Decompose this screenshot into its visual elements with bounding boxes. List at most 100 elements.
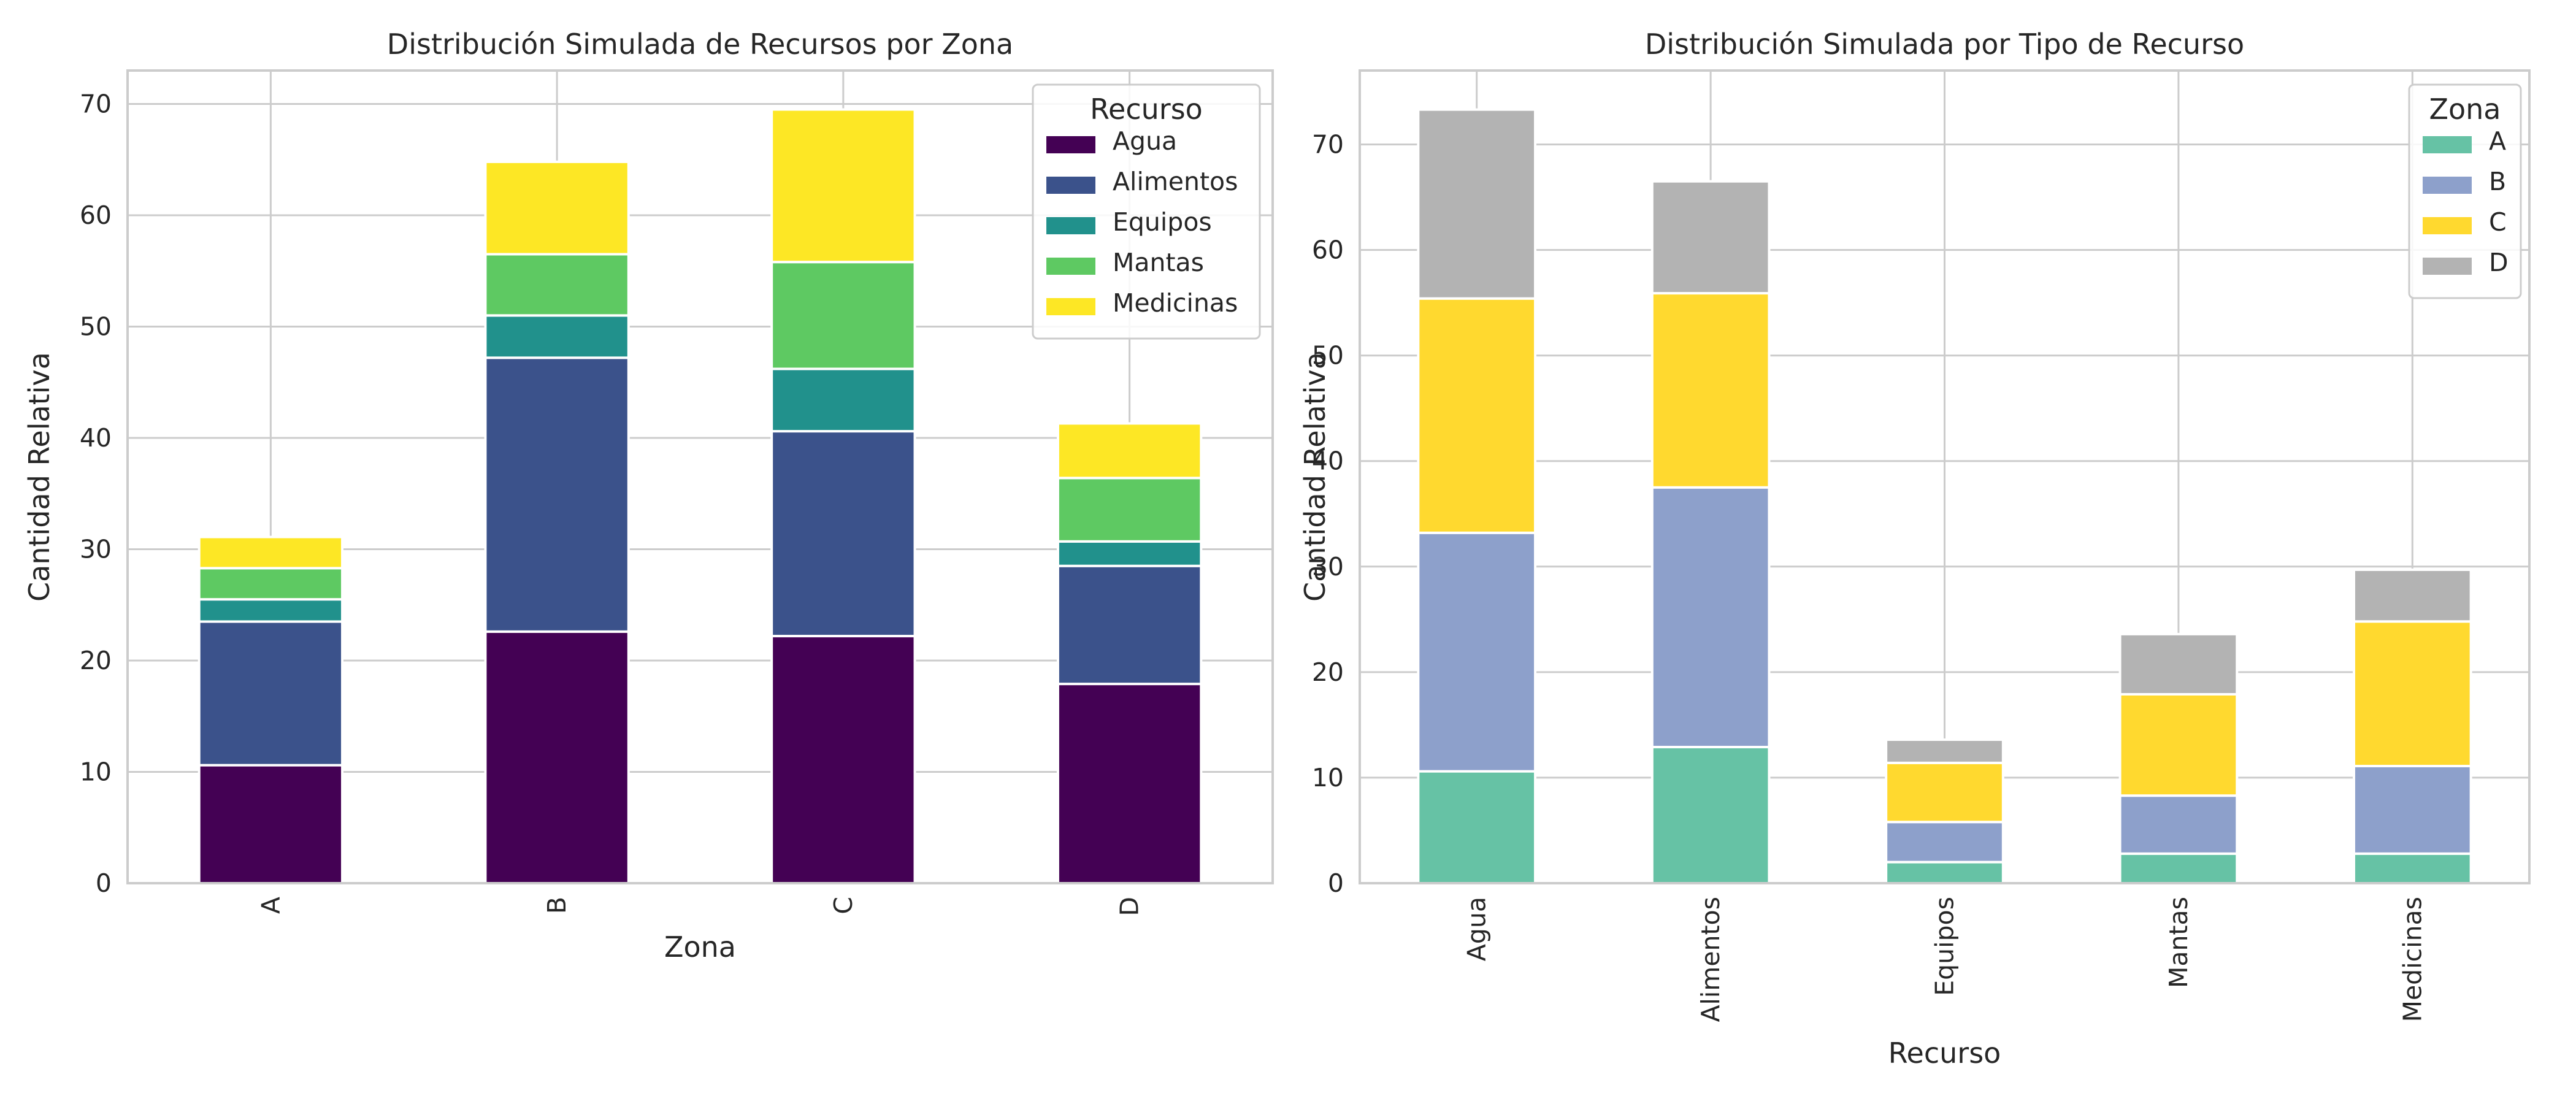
plot-frame bbox=[1359, 69, 2531, 884]
bar-A-Equipos bbox=[1885, 861, 2004, 885]
bar-Agua-D bbox=[1056, 683, 1203, 885]
y-tick-label: 10 bbox=[1312, 763, 1344, 792]
y-tick-label: 50 bbox=[1312, 341, 1344, 370]
plot-frame bbox=[126, 69, 1274, 884]
y-tick-label: 10 bbox=[80, 757, 112, 786]
legend-label: A bbox=[2489, 126, 2506, 156]
bar-C-Alimentos bbox=[1650, 292, 1771, 489]
bar-Alimentos-D bbox=[1056, 564, 1203, 686]
bar-Alimentos-B bbox=[484, 356, 630, 633]
bar-A-Alimentos bbox=[1650, 746, 1771, 885]
bar-Mantas-D bbox=[1056, 477, 1203, 543]
bar-Agua-B bbox=[484, 630, 630, 885]
chart-2: 0 10 20 30 40 50 60 70 Agua Alimentos Equipos Manta… bbox=[1298, 28, 2531, 1070]
legend-label: C bbox=[2489, 207, 2507, 237]
bar-D-Agua bbox=[1417, 108, 1537, 300]
bar-D-Equipos bbox=[1885, 738, 2004, 764]
x-tick-label: Equipos bbox=[1930, 897, 1960, 996]
y-tick-label: 50 bbox=[80, 312, 112, 341]
legend-swatch-Equipos bbox=[1046, 217, 1095, 234]
bar-Equipos-D bbox=[1056, 540, 1203, 567]
bar-D-Mantas bbox=[2118, 632, 2239, 696]
x-axis-label: Zona bbox=[664, 930, 736, 964]
x-tick-label: Agua bbox=[1462, 897, 1492, 961]
legend-label: Alimentos bbox=[1113, 167, 1238, 196]
bar-B-Medicinas bbox=[2352, 764, 2472, 855]
legend-label: Equipos bbox=[1113, 207, 1212, 237]
bar-B-Mantas bbox=[2118, 794, 2239, 855]
legend-label: D bbox=[2489, 248, 2509, 277]
legend-title: Zona bbox=[2429, 93, 2501, 126]
y-tick-label: 20 bbox=[80, 646, 112, 675]
bar-B-Agua bbox=[1417, 531, 1537, 773]
legend-label: Mantas bbox=[1113, 248, 1204, 277]
legend-label: Agua bbox=[1113, 126, 1177, 156]
bar-B-Alimentos bbox=[1650, 486, 1771, 749]
x-tick-label: C bbox=[829, 897, 858, 914]
y-axis-label: Cantidad Relativa bbox=[1298, 352, 1332, 602]
bar-C-Agua bbox=[1417, 297, 1537, 534]
y-tick-label: 40 bbox=[80, 423, 112, 453]
legend-swatch-Medicinas bbox=[1046, 298, 1095, 315]
legend-label: B bbox=[2489, 167, 2506, 196]
bars bbox=[197, 108, 1203, 885]
bar-C-Equipos bbox=[1885, 761, 2004, 824]
x-axis-label: Recurso bbox=[1888, 1037, 2001, 1070]
y-tick-label: 60 bbox=[80, 201, 112, 230]
y-tick-label: 0 bbox=[1328, 868, 1344, 898]
legend-swatch-Mantas bbox=[1046, 258, 1095, 275]
bar-Equipos-C bbox=[770, 367, 916, 433]
bar-Medicinas-A bbox=[197, 535, 344, 570]
legend-title: Recurso bbox=[1090, 93, 1203, 126]
x-tick-label: A bbox=[256, 897, 285, 914]
bar-B-Equipos bbox=[1885, 821, 2004, 864]
y-tick-label: 70 bbox=[80, 89, 112, 118]
x-tick-label: D bbox=[1115, 897, 1144, 916]
x-tick-label: Medicinas bbox=[2398, 897, 2427, 1022]
bar-Alimentos-A bbox=[197, 620, 344, 767]
bar-Agua-A bbox=[197, 764, 344, 885]
chart-title: Distribución Simulada por Tipo de Recurs… bbox=[1645, 28, 2244, 61]
chart-title: Distribución Simulada de Recursos por Zo… bbox=[387, 28, 1013, 61]
legend-swatch-B bbox=[2423, 177, 2472, 194]
bar-D-Medicinas bbox=[2352, 568, 2472, 623]
y-tick-label: 70 bbox=[1312, 129, 1344, 159]
legend-swatch-Agua bbox=[1046, 136, 1095, 153]
y-tick-label: 60 bbox=[1312, 236, 1344, 265]
bar-Medicinas-C bbox=[770, 108, 916, 264]
legend-swatch-Alimentos bbox=[1046, 177, 1095, 194]
bar-Mantas-C bbox=[770, 261, 916, 370]
y-tick-label: 30 bbox=[1312, 552, 1344, 581]
y-axis-label: Cantidad Relativa bbox=[23, 352, 56, 602]
bar-A-Mantas bbox=[2118, 852, 2239, 885]
y-tick-label: 0 bbox=[96, 868, 112, 898]
legend-swatch-C bbox=[2423, 217, 2472, 234]
legend-label: Medicinas bbox=[1113, 288, 1238, 318]
bar-Alimentos-C bbox=[770, 430, 916, 638]
bar-C-Medicinas bbox=[2352, 620, 2472, 767]
bar-D-Alimentos bbox=[1650, 180, 1771, 295]
bar-A-Agua bbox=[1417, 770, 1537, 885]
x-tick-label: Mantas bbox=[2164, 897, 2193, 988]
bars bbox=[1417, 108, 2472, 885]
x-tick-label: B bbox=[542, 897, 572, 914]
bar-A-Medicinas bbox=[2352, 852, 2472, 885]
bar-C-Mantas bbox=[2118, 692, 2239, 797]
bar-Mantas-A bbox=[197, 567, 344, 601]
bar-Mantas-B bbox=[484, 253, 630, 317]
bar-Medicinas-B bbox=[484, 160, 630, 256]
bar-Medicinas-D bbox=[1056, 422, 1203, 480]
x-tick-label: Alimentos bbox=[1696, 897, 1725, 1022]
bar-Equipos-B bbox=[484, 314, 630, 359]
legend-swatch-D bbox=[2423, 258, 2472, 275]
legend-swatch-A bbox=[2423, 136, 2472, 153]
bar-Agua-C bbox=[770, 635, 916, 884]
chart-1: 0 10 20 30 40 50 60 70 A B C D Distribución Simulada… bbox=[23, 28, 1274, 964]
y-tick-label: 20 bbox=[1312, 657, 1344, 687]
y-tick-label: 30 bbox=[80, 534, 112, 564]
y-tick-label: 40 bbox=[1312, 447, 1344, 476]
bar-Equipos-A bbox=[197, 598, 344, 623]
